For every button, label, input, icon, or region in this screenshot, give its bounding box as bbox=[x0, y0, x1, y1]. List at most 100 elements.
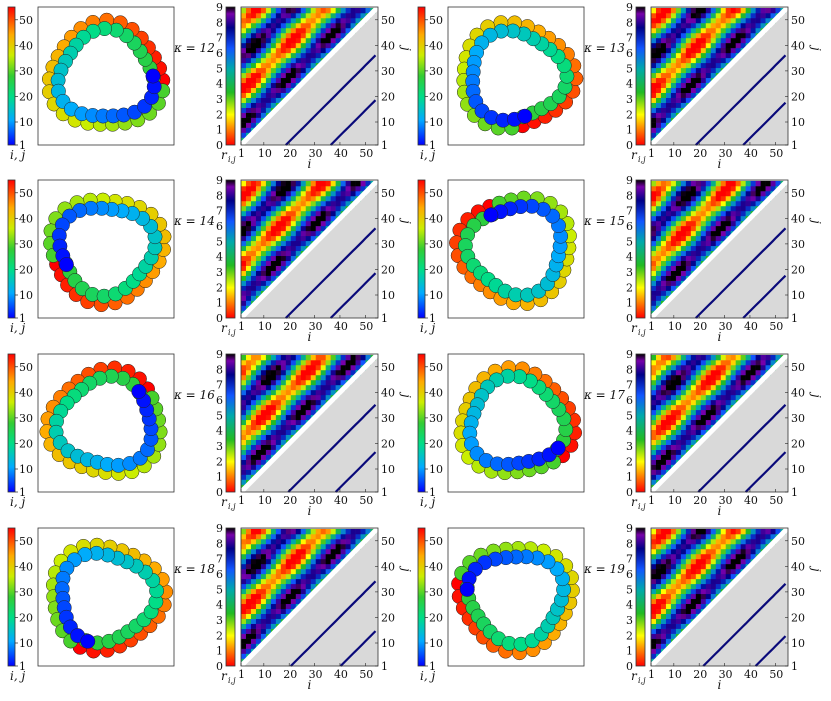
map-cell bbox=[320, 190, 326, 197]
map-cell bbox=[760, 529, 766, 535]
map-cell bbox=[241, 97, 247, 103]
map-cell bbox=[675, 47, 682, 54]
map-cell bbox=[295, 573, 302, 580]
map-frame bbox=[650, 6, 789, 146]
map-cell bbox=[241, 623, 247, 629]
map-cell bbox=[320, 558, 326, 565]
map-cell bbox=[700, 588, 707, 595]
map-cell bbox=[651, 608, 657, 614]
map-cell bbox=[300, 52, 307, 59]
map-cell bbox=[245, 57, 252, 64]
map-cell bbox=[655, 364, 662, 371]
map-cell bbox=[355, 12, 361, 19]
map-cell bbox=[260, 72, 267, 79]
map-cell bbox=[241, 638, 247, 644]
map-cell bbox=[665, 623, 672, 629]
map-diagonal bbox=[239, 5, 380, 147]
map-cell bbox=[275, 181, 282, 187]
x-tick-label: 20 bbox=[693, 320, 707, 333]
map-cell bbox=[315, 215, 322, 222]
map-cell bbox=[690, 558, 697, 565]
map-cell bbox=[700, 245, 707, 252]
distance-colorbar-tick-label: 8 bbox=[216, 16, 223, 29]
distance-colorbar-tick-label: 5 bbox=[626, 235, 633, 248]
map-cell bbox=[290, 529, 297, 535]
map-cell bbox=[690, 250, 697, 257]
map-cell bbox=[280, 553, 287, 560]
map-cell bbox=[695, 52, 702, 59]
map-cell bbox=[305, 583, 312, 590]
map-cell bbox=[675, 82, 682, 89]
map-cell bbox=[690, 404, 697, 411]
map-cell bbox=[725, 200, 732, 207]
map-cell bbox=[685, 57, 692, 64]
map-cell bbox=[720, 374, 727, 381]
map-cell bbox=[250, 464, 257, 470]
map-cell bbox=[305, 558, 312, 565]
y-tick-label: 1 bbox=[791, 660, 798, 673]
map-cell bbox=[305, 195, 312, 202]
map-cell bbox=[255, 12, 262, 19]
map-cell bbox=[680, 200, 687, 207]
map-cell bbox=[245, 127, 252, 133]
map-cell bbox=[670, 37, 677, 44]
map-cell bbox=[275, 230, 282, 237]
map-cell bbox=[275, 364, 282, 371]
map-cell bbox=[305, 185, 312, 192]
map-diagonal bbox=[239, 178, 380, 320]
map-cell bbox=[285, 215, 292, 222]
map-cell bbox=[675, 533, 682, 540]
map-cell bbox=[305, 27, 312, 34]
map-cell bbox=[720, 379, 727, 386]
map-cell bbox=[290, 37, 297, 44]
distance-colorbar-tick-label: 9 bbox=[626, 522, 633, 535]
map-cell bbox=[255, 389, 262, 396]
map-cell bbox=[685, 573, 692, 580]
map-cell bbox=[720, 220, 727, 227]
map-cell bbox=[285, 82, 292, 89]
map-cell bbox=[265, 558, 272, 565]
map-cell bbox=[690, 553, 697, 560]
map-cell bbox=[245, 37, 252, 44]
map-cell bbox=[305, 220, 312, 227]
map-cell bbox=[675, 404, 682, 411]
map-cell bbox=[250, 459, 257, 465]
map-cell bbox=[651, 479, 657, 485]
map-cell bbox=[335, 558, 341, 565]
y-tick-label: 1 bbox=[381, 486, 388, 499]
map-cell bbox=[255, 538, 262, 545]
map-cell bbox=[280, 364, 287, 371]
map-cell bbox=[335, 374, 341, 381]
map-cell bbox=[695, 190, 702, 197]
map-cell bbox=[655, 603, 662, 610]
map-cell bbox=[260, 8, 267, 14]
map-cell bbox=[655, 633, 662, 639]
map-cell bbox=[260, 593, 267, 600]
map-cell bbox=[720, 533, 727, 540]
map-cell bbox=[255, 185, 262, 192]
map-cell bbox=[325, 529, 331, 535]
map-cell bbox=[350, 533, 356, 540]
map-cell bbox=[335, 27, 341, 34]
map-cell bbox=[255, 593, 262, 600]
distance-colorbar-tick-label: 4 bbox=[626, 599, 633, 612]
map-cell bbox=[745, 22, 751, 29]
map-cell bbox=[655, 42, 662, 49]
bead-colorbar-tick-label: 10 bbox=[19, 637, 33, 650]
map-cell bbox=[750, 195, 756, 202]
map-cell bbox=[670, 429, 677, 436]
map-cell bbox=[690, 235, 697, 242]
map-cell bbox=[270, 578, 277, 585]
map-cell bbox=[241, 290, 247, 296]
map-cell bbox=[245, 553, 252, 560]
map-cell bbox=[365, 181, 371, 187]
distance-colorbar-tick-label: 8 bbox=[626, 189, 633, 202]
map-cell bbox=[680, 67, 687, 74]
map-cell bbox=[295, 394, 302, 401]
map-cell bbox=[255, 280, 262, 286]
map-cell bbox=[270, 424, 277, 431]
map-cell bbox=[280, 558, 287, 565]
map-cell bbox=[760, 181, 766, 187]
map-cell bbox=[740, 533, 746, 540]
